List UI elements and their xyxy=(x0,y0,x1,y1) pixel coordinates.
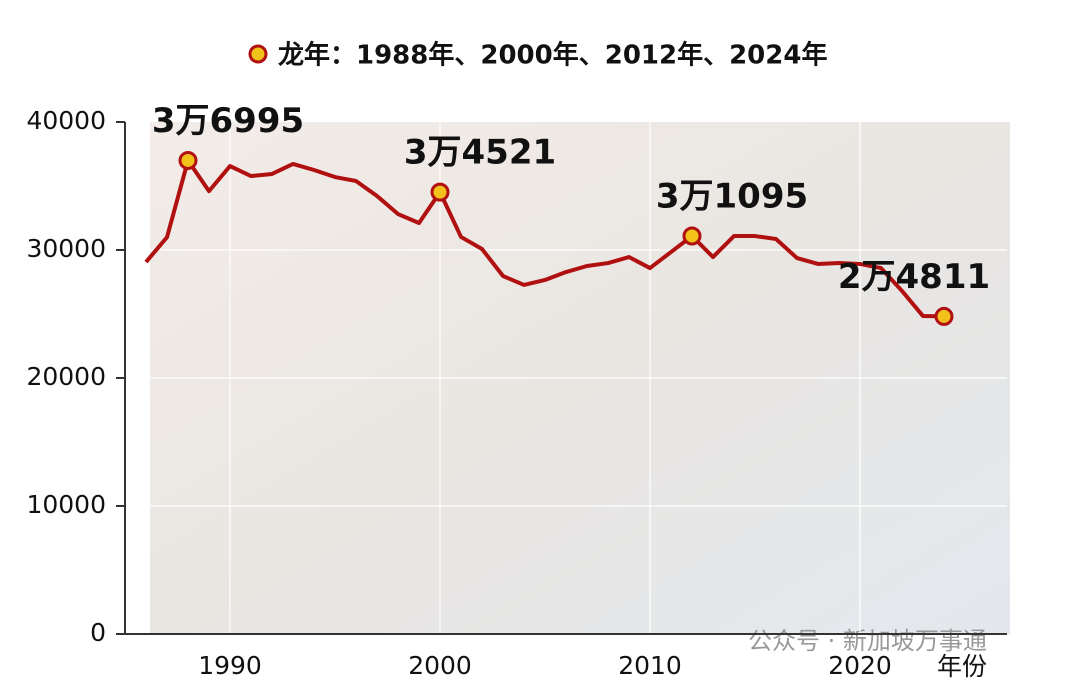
legend-text: 龙年：1988年、2000年、2012年、2024年 xyxy=(278,40,827,71)
x-axis-label: 年份 xyxy=(937,652,987,681)
y-tick-label: 0 xyxy=(90,618,106,647)
highlight-marker xyxy=(430,182,450,202)
y-tick-label: 40000 xyxy=(26,106,106,135)
y-tick-label: 20000 xyxy=(26,362,106,391)
highlight-marker xyxy=(934,306,954,326)
legend-marker xyxy=(248,44,268,64)
value-label: 3万4521 xyxy=(404,133,556,173)
x-tick-label: 2020 xyxy=(828,651,892,680)
value-label: 2万4811 xyxy=(838,257,990,297)
highlight-marker xyxy=(178,150,198,170)
x-tick-label: 2010 xyxy=(618,651,682,680)
x-tick-label: 1990 xyxy=(198,651,262,680)
value-label: 3万6995 xyxy=(152,101,304,141)
x-tick-label: 2000 xyxy=(408,651,472,680)
y-tick-label: 30000 xyxy=(26,234,106,263)
watermark: 公众号 · 新加坡万事通 xyxy=(748,627,987,655)
highlight-marker xyxy=(682,226,702,246)
y-tick-label: 10000 xyxy=(26,490,106,519)
line xyxy=(144,158,945,319)
value-label: 3万1095 xyxy=(656,176,808,216)
